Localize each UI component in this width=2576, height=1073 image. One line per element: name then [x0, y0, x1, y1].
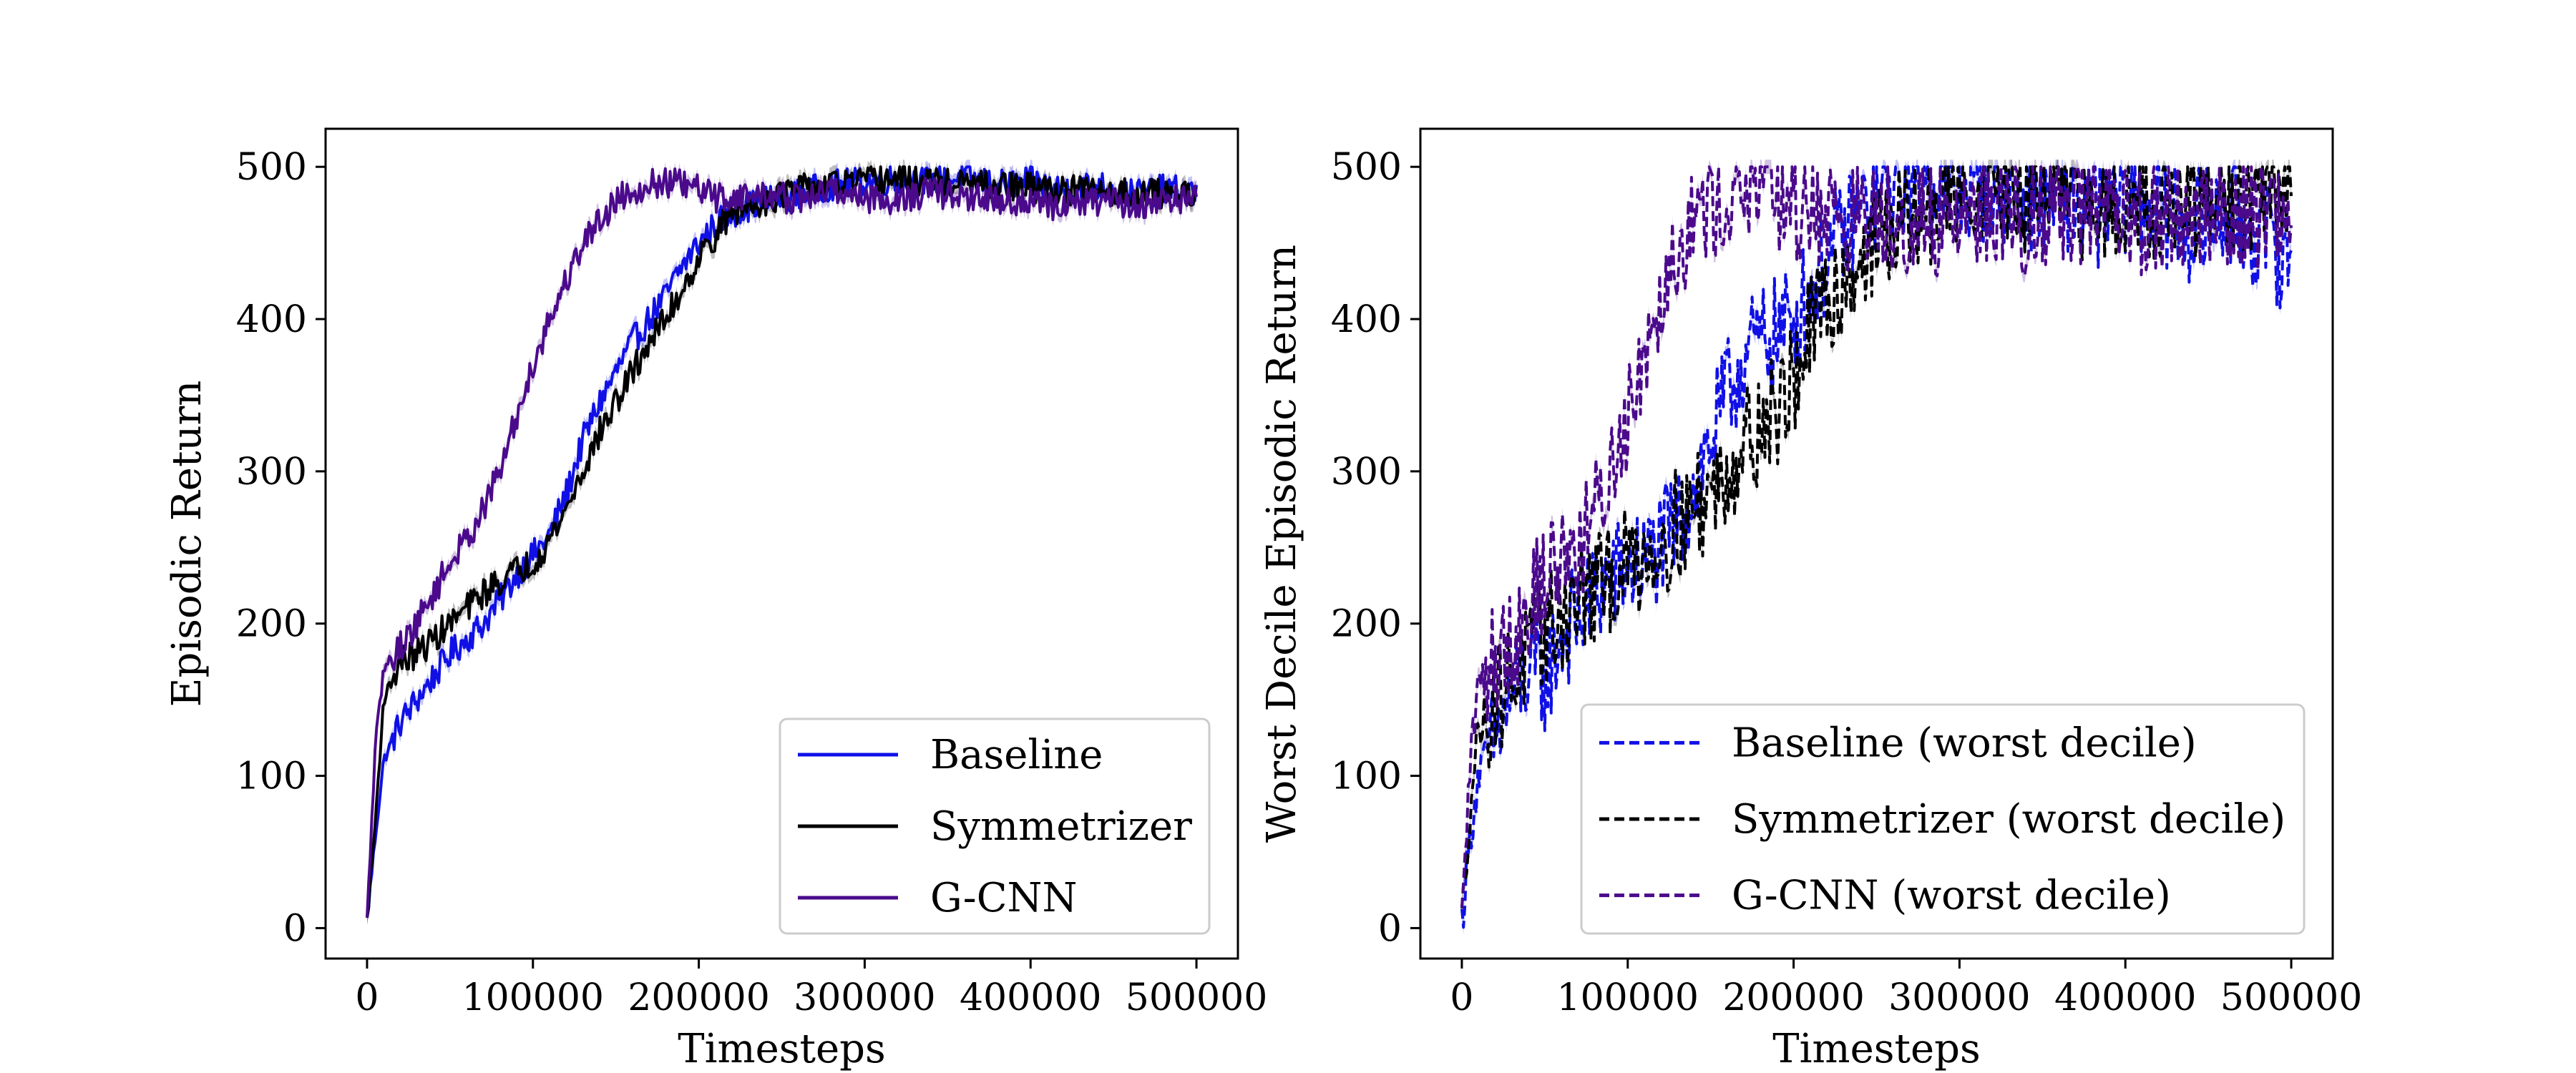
episodic-return-chart: 0 100000 200000 300000 400000 500000 0 100 200 3… — [164, 127, 1267, 1072]
x-tick-label: 200000 — [628, 976, 770, 1019]
x-tick-label: 100000 — [462, 976, 605, 1019]
worst-decile-return-chart: 0 100000 200000 300000 400000 500000 0 100 200 3… — [1259, 127, 2362, 1072]
series-lines — [1460, 165, 2293, 929]
y-tick-label: 500 — [1331, 146, 1402, 189]
y-axis-label: Episodic Return — [164, 381, 210, 707]
y-tick-label: 200 — [1331, 603, 1402, 646]
y-tick-label: 200 — [236, 603, 307, 646]
y-tick-label: 0 — [1378, 907, 1402, 950]
legend-label: Baseline (worst decile) — [1732, 720, 2197, 766]
x-tick-label: 500000 — [2220, 976, 2363, 1019]
series-line — [366, 167, 1198, 918]
y-tick-label: 100 — [236, 755, 307, 798]
x-tick-label: 400000 — [2054, 976, 2197, 1019]
plot-frame — [324, 127, 1239, 960]
legend-box — [1580, 703, 2306, 935]
y-axis-label: Worst Decile Episodic Return — [1259, 245, 1305, 843]
x-tick-label: 300000 — [1888, 976, 2031, 1019]
y-tick-label: 300 — [236, 451, 307, 494]
x-axis-ticks: 0 100000 200000 300000 400000 500000 — [1450, 959, 2362, 1019]
x-tick-label: 200000 — [1722, 976, 1865, 1019]
series-lines — [366, 165, 1198, 918]
x-tick-label: 400000 — [960, 976, 1102, 1019]
y-tick-label: 500 — [236, 146, 307, 189]
series-line — [1460, 165, 2293, 908]
legend-label: Baseline — [930, 732, 1103, 778]
legend: Baseline (worst decile) Symmetrizer (wors… — [1580, 703, 2306, 935]
y-axis-ticks: 0 100 200 300 400 500 — [236, 146, 326, 950]
legend-box — [779, 717, 1211, 935]
legend: Baseline Symmetrizer G-CNN — [779, 717, 1211, 935]
series-line — [366, 165, 1198, 918]
x-axis-ticks: 0 100000 200000 300000 400000 500000 — [355, 959, 1267, 1019]
series-line — [1460, 165, 2293, 908]
x-tick-label: 300000 — [794, 976, 936, 1019]
x-axis-label: Timesteps — [1772, 1026, 1980, 1072]
y-tick-label: 400 — [1331, 298, 1402, 341]
legend-label: G-CNN (worst decile) — [1732, 873, 2171, 919]
legend-label: Symmetrizer (worst decile) — [1732, 796, 2285, 843]
x-tick-label: 0 — [1450, 976, 1473, 1019]
y-tick-label: 300 — [1331, 451, 1402, 494]
x-tick-label: 500000 — [1126, 976, 1268, 1019]
x-axis-label: Timesteps — [678, 1026, 885, 1072]
y-tick-label: 0 — [283, 907, 307, 950]
x-tick-label: 0 — [355, 976, 379, 1019]
y-tick-label: 400 — [236, 298, 307, 341]
legend-label: Symmetrizer — [930, 803, 1192, 850]
y-tick-label: 100 — [1331, 755, 1402, 798]
x-tick-label: 100000 — [1557, 976, 1699, 1019]
y-axis-ticks: 0 100 200 300 400 500 — [1331, 146, 1420, 950]
plot-frame — [1419, 127, 2334, 960]
legend-label: G-CNN — [930, 875, 1078, 921]
